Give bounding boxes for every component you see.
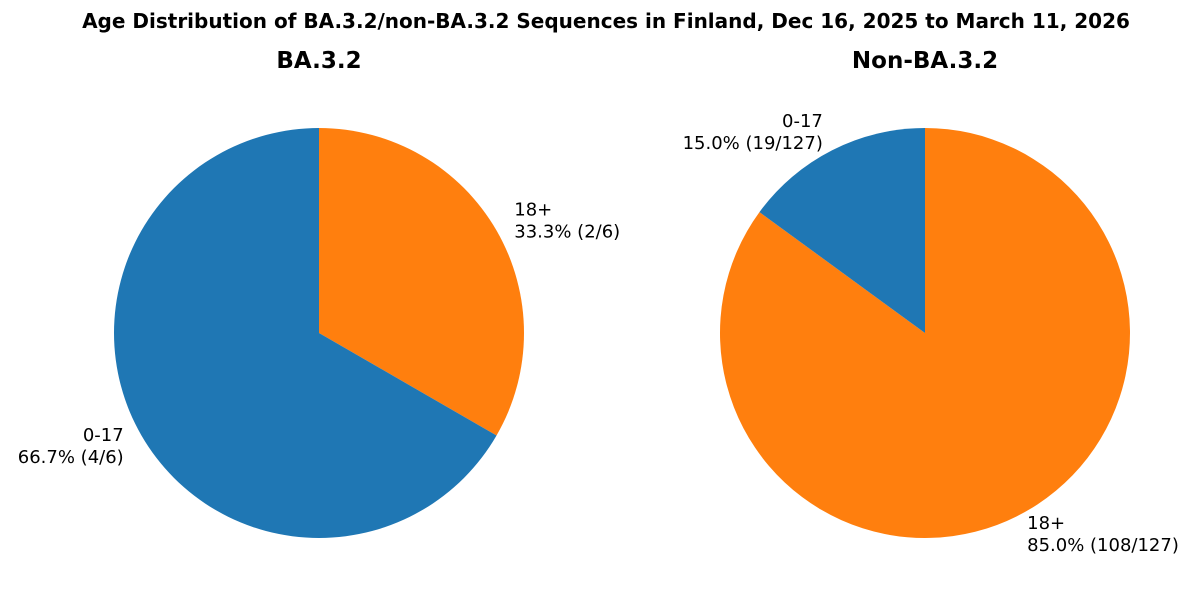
pie-chart-ba32: BA.3.2 18+ 33.3% (2/6) 0-17 66.7% (4/6) <box>18 48 620 538</box>
slice-percent-label: 85.0% (108/127) <box>1027 535 1179 556</box>
slice-percent-label: 15.0% (19/127) <box>683 133 823 154</box>
slice-category-label: 0-17 <box>782 111 823 132</box>
chart-title-ba32: BA.3.2 <box>276 48 361 74</box>
chart-title-non-ba32: Non-BA.3.2 <box>852 48 998 74</box>
slice-label-0-17: 0-17 15.0% (19/127) <box>683 111 823 154</box>
slice-category-label: 18+ <box>1027 513 1065 534</box>
slice-label-0-17: 0-17 66.7% (4/6) <box>18 425 124 468</box>
pie-slices-non-ba32 <box>719 128 1130 538</box>
pie-slice-0-17 <box>759 128 925 333</box>
pie-slices-ba32 <box>114 128 524 538</box>
slice-category-label: 0-17 <box>83 425 124 446</box>
slice-label-18-plus: 18+ 85.0% (108/127) <box>1027 513 1179 556</box>
pie-slice-18-plus <box>319 128 524 436</box>
slice-percent-label: 33.3% (2/6) <box>514 221 620 242</box>
slice-percent-label: 66.7% (4/6) <box>18 447 124 468</box>
pie-labels-ba32: 18+ 33.3% (2/6) 0-17 66.7% (4/6) <box>18 199 620 468</box>
slice-label-18-plus: 18+ 33.3% (2/6) <box>514 199 620 242</box>
figure-title: Age Distribution of BA.3.2/non-BA.3.2 Se… <box>82 9 1130 33</box>
pie-slice-0-17 <box>114 128 497 538</box>
pie-chart-non-ba32: Non-BA.3.2 18+ 85.0% (108/127) 0-17 15.0% (… <box>683 48 1179 556</box>
pie-labels-non-ba32: 18+ 85.0% (108/127) 0-17 15.0% (19/127) <box>683 111 1179 556</box>
slice-category-label: 18+ <box>514 199 552 220</box>
